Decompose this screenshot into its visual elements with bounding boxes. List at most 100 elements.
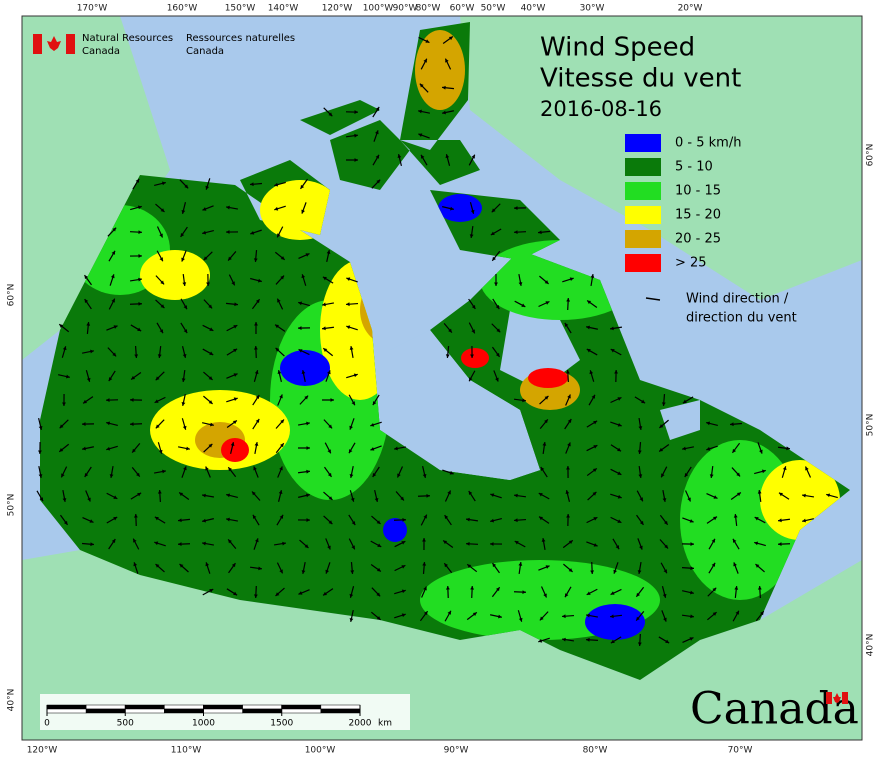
wind-arrow-head xyxy=(279,569,283,574)
graticule-label: 70°W xyxy=(728,746,753,756)
zone xyxy=(383,518,407,542)
wind-arrow-head xyxy=(108,377,113,382)
wind-arrow-head xyxy=(375,130,379,135)
wind-arrow-head xyxy=(472,612,477,617)
wind-arrow-head xyxy=(593,445,598,449)
wind-arrow-head xyxy=(84,299,89,304)
wind-arrow-head xyxy=(298,591,303,595)
wind-arrow-head xyxy=(136,472,140,477)
wind-arrow-head xyxy=(157,490,162,494)
graticule-label: 40°W xyxy=(521,4,546,14)
wind-arrow-head xyxy=(305,493,310,498)
wind-arrow-head xyxy=(202,207,207,211)
wind-arrow-head xyxy=(228,539,232,544)
legend-label: 20 - 25 xyxy=(675,232,721,247)
wind-arrow-head xyxy=(636,592,641,597)
nrcan-logo: Natural Resources Canada Ressources natu… xyxy=(33,33,295,57)
wind-arrow-head xyxy=(346,302,350,307)
wind-arrow-head xyxy=(234,302,238,307)
wind-arrow-head xyxy=(447,610,451,615)
wind-arrow-head xyxy=(689,519,694,523)
wind-arrow-head xyxy=(735,610,739,615)
wind-arrow-head xyxy=(181,378,186,382)
wind-arrow-head xyxy=(422,562,427,566)
alaska xyxy=(22,16,170,360)
wind-arrow-head xyxy=(330,398,334,402)
wind-arrow-head xyxy=(522,590,526,595)
wind-arrow-head xyxy=(277,233,281,238)
wind-arrow-head xyxy=(757,586,762,590)
wordmark: Canada xyxy=(690,684,859,735)
wind-arrow-head xyxy=(87,497,91,502)
wind-arrow-head xyxy=(663,569,667,574)
wind-arrow-head xyxy=(376,520,381,524)
wind-arrow-head xyxy=(442,85,446,90)
wind-arrow-head xyxy=(328,112,333,117)
wind-arrow-head xyxy=(423,514,427,519)
flag-leaf xyxy=(833,693,841,703)
wind-arrow-head xyxy=(730,422,734,427)
wind-arrow-head xyxy=(62,346,67,351)
wind-arrow-head xyxy=(639,545,643,550)
wind-arrow-head xyxy=(327,545,331,550)
wind-arrow-head xyxy=(659,447,664,452)
wind-arrow-head xyxy=(301,274,306,279)
wind-arrow-head xyxy=(232,420,237,425)
wind-arrow-head xyxy=(158,449,163,454)
wind-arrow-head xyxy=(205,562,210,567)
wind-arrow-head xyxy=(137,205,142,210)
wind-arrow-head xyxy=(159,329,164,334)
wind-arrow-head xyxy=(469,234,474,238)
wind-arrow-head xyxy=(638,474,643,478)
wind-arrow-head xyxy=(423,58,427,63)
wind-arrow-head xyxy=(539,516,543,521)
wind-arrow-head xyxy=(134,354,139,358)
wind-arrow-head xyxy=(186,446,190,451)
wind-arrow-head xyxy=(159,257,163,262)
wind-arrow-head xyxy=(180,232,185,237)
wind-arrow-head xyxy=(490,518,495,523)
wind-arrow-head xyxy=(495,305,500,310)
wind-arrow-head xyxy=(205,466,209,471)
legend-swatch xyxy=(625,230,661,248)
wind-arrow-head xyxy=(372,473,377,477)
wind-arrow-head xyxy=(736,492,741,497)
wind-arrow-head xyxy=(732,448,737,453)
wind-arrow-head xyxy=(370,447,375,451)
wind-arrow-head xyxy=(447,490,451,495)
scale-segment xyxy=(242,704,282,710)
wind-arrow-head xyxy=(203,256,208,261)
wind-arrow-head xyxy=(252,514,257,519)
wind-arrow-head xyxy=(354,133,358,138)
wind-arrow-head xyxy=(566,514,570,518)
wind-arrow-head xyxy=(109,474,114,478)
agency-text: Canada xyxy=(82,46,120,57)
wind-arrow-head xyxy=(349,346,354,350)
wind-arrow-head xyxy=(202,541,206,546)
wind-arrow-head xyxy=(375,106,380,111)
wind-arrow-head xyxy=(586,637,590,642)
wind-arrow-head xyxy=(255,418,260,423)
scale-bar: 0 500 1000 1500 2000 km xyxy=(40,694,410,730)
wind-arrow-head xyxy=(349,425,353,430)
wind-arrow-head xyxy=(593,420,598,425)
wind-arrow-head xyxy=(113,325,118,329)
wind-arrow-head xyxy=(208,400,213,404)
wind-arrow-head xyxy=(133,514,138,518)
wind-arrow-head xyxy=(183,329,188,334)
wind-arrow-head xyxy=(374,497,379,502)
wind-arrow-head xyxy=(617,494,622,499)
scale-label: 0 xyxy=(44,719,50,729)
wind-arrow-head xyxy=(639,497,643,502)
wind-arrow-head xyxy=(209,327,214,331)
wind-arrow-head xyxy=(733,514,738,518)
scale-label: 2000 xyxy=(349,719,372,729)
canada-wordmark: Canada xyxy=(690,684,859,735)
wind-arrow-head xyxy=(564,322,569,327)
wind-arrow-head xyxy=(322,326,326,331)
wind-arrow-head xyxy=(38,425,43,430)
wind-arrow-head xyxy=(135,178,140,183)
wind-arrow-head xyxy=(351,401,355,406)
wind-arrow-head xyxy=(280,443,284,448)
